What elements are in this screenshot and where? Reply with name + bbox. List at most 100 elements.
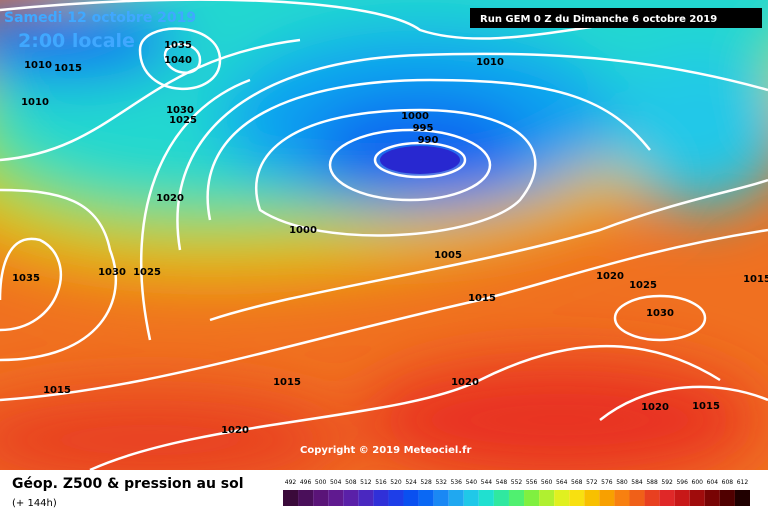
legend-label: 544 xyxy=(481,479,493,486)
legend-swatch xyxy=(704,490,720,506)
legend-swatch xyxy=(539,490,555,506)
legend: 492 496 500 504 508 512 516 520 524 528 532 536 540 5… xyxy=(283,479,750,506)
copyright: Copyright © 2019 Meteociel.fr xyxy=(300,445,471,456)
legend-label: 592 xyxy=(661,479,673,486)
legend-swatch xyxy=(433,490,449,506)
isobar-label: 1010 xyxy=(24,60,52,71)
isobar-label: 1015 xyxy=(43,385,71,396)
isobar-label: 990 xyxy=(418,135,439,146)
isobar-label: 1020 xyxy=(221,425,249,436)
legend-label: 520 xyxy=(390,479,402,486)
isobar-label: 1025 xyxy=(169,115,197,126)
isobar-label: 1005 xyxy=(434,250,462,261)
isobar-label: 1040 xyxy=(164,55,192,66)
legend-label: 528 xyxy=(420,479,432,486)
isobar-label: 1020 xyxy=(156,193,184,204)
legend-swatch xyxy=(298,490,314,506)
legend-swatch xyxy=(493,490,509,506)
legend-swatch xyxy=(614,490,630,506)
legend-label: 536 xyxy=(451,479,463,486)
legend-label: 532 xyxy=(435,479,447,486)
legend-label: 524 xyxy=(405,479,417,486)
legend-label: 548 xyxy=(496,479,508,486)
legend-label: 600 xyxy=(692,479,704,486)
legend-label: 580 xyxy=(616,479,628,486)
legend-swatch xyxy=(644,490,660,506)
run-label: Run GEM 0 Z du Dimanche 6 octobre 2019 xyxy=(480,14,717,25)
legend-swatch xyxy=(283,490,299,506)
legend-label: 560 xyxy=(541,479,553,486)
legend-label: 584 xyxy=(631,479,643,486)
legend-label: 500 xyxy=(315,479,327,486)
isobar-label: 1025 xyxy=(133,267,161,278)
isobar-label: 995 xyxy=(413,123,434,134)
legend-swatch xyxy=(554,490,570,506)
footer-lead: (+ 144h) xyxy=(12,498,57,509)
legend-swatch xyxy=(674,490,690,506)
legend-swatch xyxy=(373,490,389,506)
time-label: 2:00 locale xyxy=(18,30,135,52)
legend-label: 564 xyxy=(556,479,568,486)
isobar-label: 1030 xyxy=(98,267,126,278)
footer-title: Géop. Z500 & pression au sol xyxy=(12,476,244,492)
legend-swatch xyxy=(584,490,600,506)
legend-label: 604 xyxy=(707,479,719,486)
isobar-label: 1020 xyxy=(451,377,479,388)
legend-swatch xyxy=(478,490,494,506)
isobar-label: 1035 xyxy=(164,40,192,51)
legend-label: 576 xyxy=(601,479,613,486)
legend-swatch xyxy=(343,490,359,506)
legend-swatch xyxy=(388,490,404,506)
legend-label: 512 xyxy=(360,479,372,486)
legend-label: 568 xyxy=(571,479,583,486)
legend-swatch xyxy=(689,490,705,506)
isobar-label: 1025 xyxy=(629,280,657,291)
isobar-label: 1020 xyxy=(641,402,669,413)
isobar-label: 1015 xyxy=(692,401,720,412)
isobar-label: 1000 xyxy=(401,111,429,122)
legend-swatch xyxy=(524,490,540,506)
date-label: Samedi 12 octobre 2019 xyxy=(4,10,196,26)
isobar-label: 1015 xyxy=(743,274,768,285)
isobar-label: 1010 xyxy=(21,97,49,108)
legend-label: 492 xyxy=(285,479,297,486)
legend-label: 540 xyxy=(466,479,478,486)
isobar-label: 1020 xyxy=(596,271,624,282)
isobar-label: 1010 xyxy=(476,57,504,68)
legend-label: 516 xyxy=(375,479,387,486)
field: Samedi 12 octobre 2019 2:00 locale Run G… xyxy=(0,0,768,470)
legend-label: 588 xyxy=(646,479,658,486)
legend-swatch xyxy=(448,490,464,506)
legend-swatch xyxy=(418,490,434,506)
legend-label: 608 xyxy=(722,479,734,486)
legend-label: 552 xyxy=(511,479,523,486)
legend-swatch xyxy=(508,490,525,506)
legend-label: 508 xyxy=(345,479,357,486)
legend-swatch xyxy=(599,490,615,506)
isobar-label: 1000 xyxy=(289,225,317,236)
legend-swatch xyxy=(734,490,750,506)
isobar-label: 1015 xyxy=(54,63,82,74)
legend-swatch xyxy=(358,490,374,506)
legend-label: 612 xyxy=(737,479,749,486)
legend-swatch xyxy=(328,490,344,506)
legend-swatch xyxy=(659,490,675,506)
legend-label: 572 xyxy=(586,479,598,486)
isobar-label: 1030 xyxy=(166,105,194,116)
isobar-label: 1015 xyxy=(273,377,301,388)
legend-label: 504 xyxy=(330,479,342,486)
legend-label: 496 xyxy=(300,479,312,486)
legend-swatch xyxy=(403,490,419,506)
isobar-label: 1030 xyxy=(646,308,674,319)
legend-swatch xyxy=(569,490,585,506)
run-box xyxy=(470,8,762,28)
legend-swatch xyxy=(629,490,645,506)
legend-label: 596 xyxy=(676,479,688,486)
isobar-label: 1015 xyxy=(468,293,496,304)
legend-label: 556 xyxy=(526,479,538,486)
legend-swatch xyxy=(313,490,329,506)
isobar-label: 1035 xyxy=(12,273,40,284)
legend-swatch xyxy=(463,490,479,506)
legend-swatch xyxy=(719,490,735,506)
